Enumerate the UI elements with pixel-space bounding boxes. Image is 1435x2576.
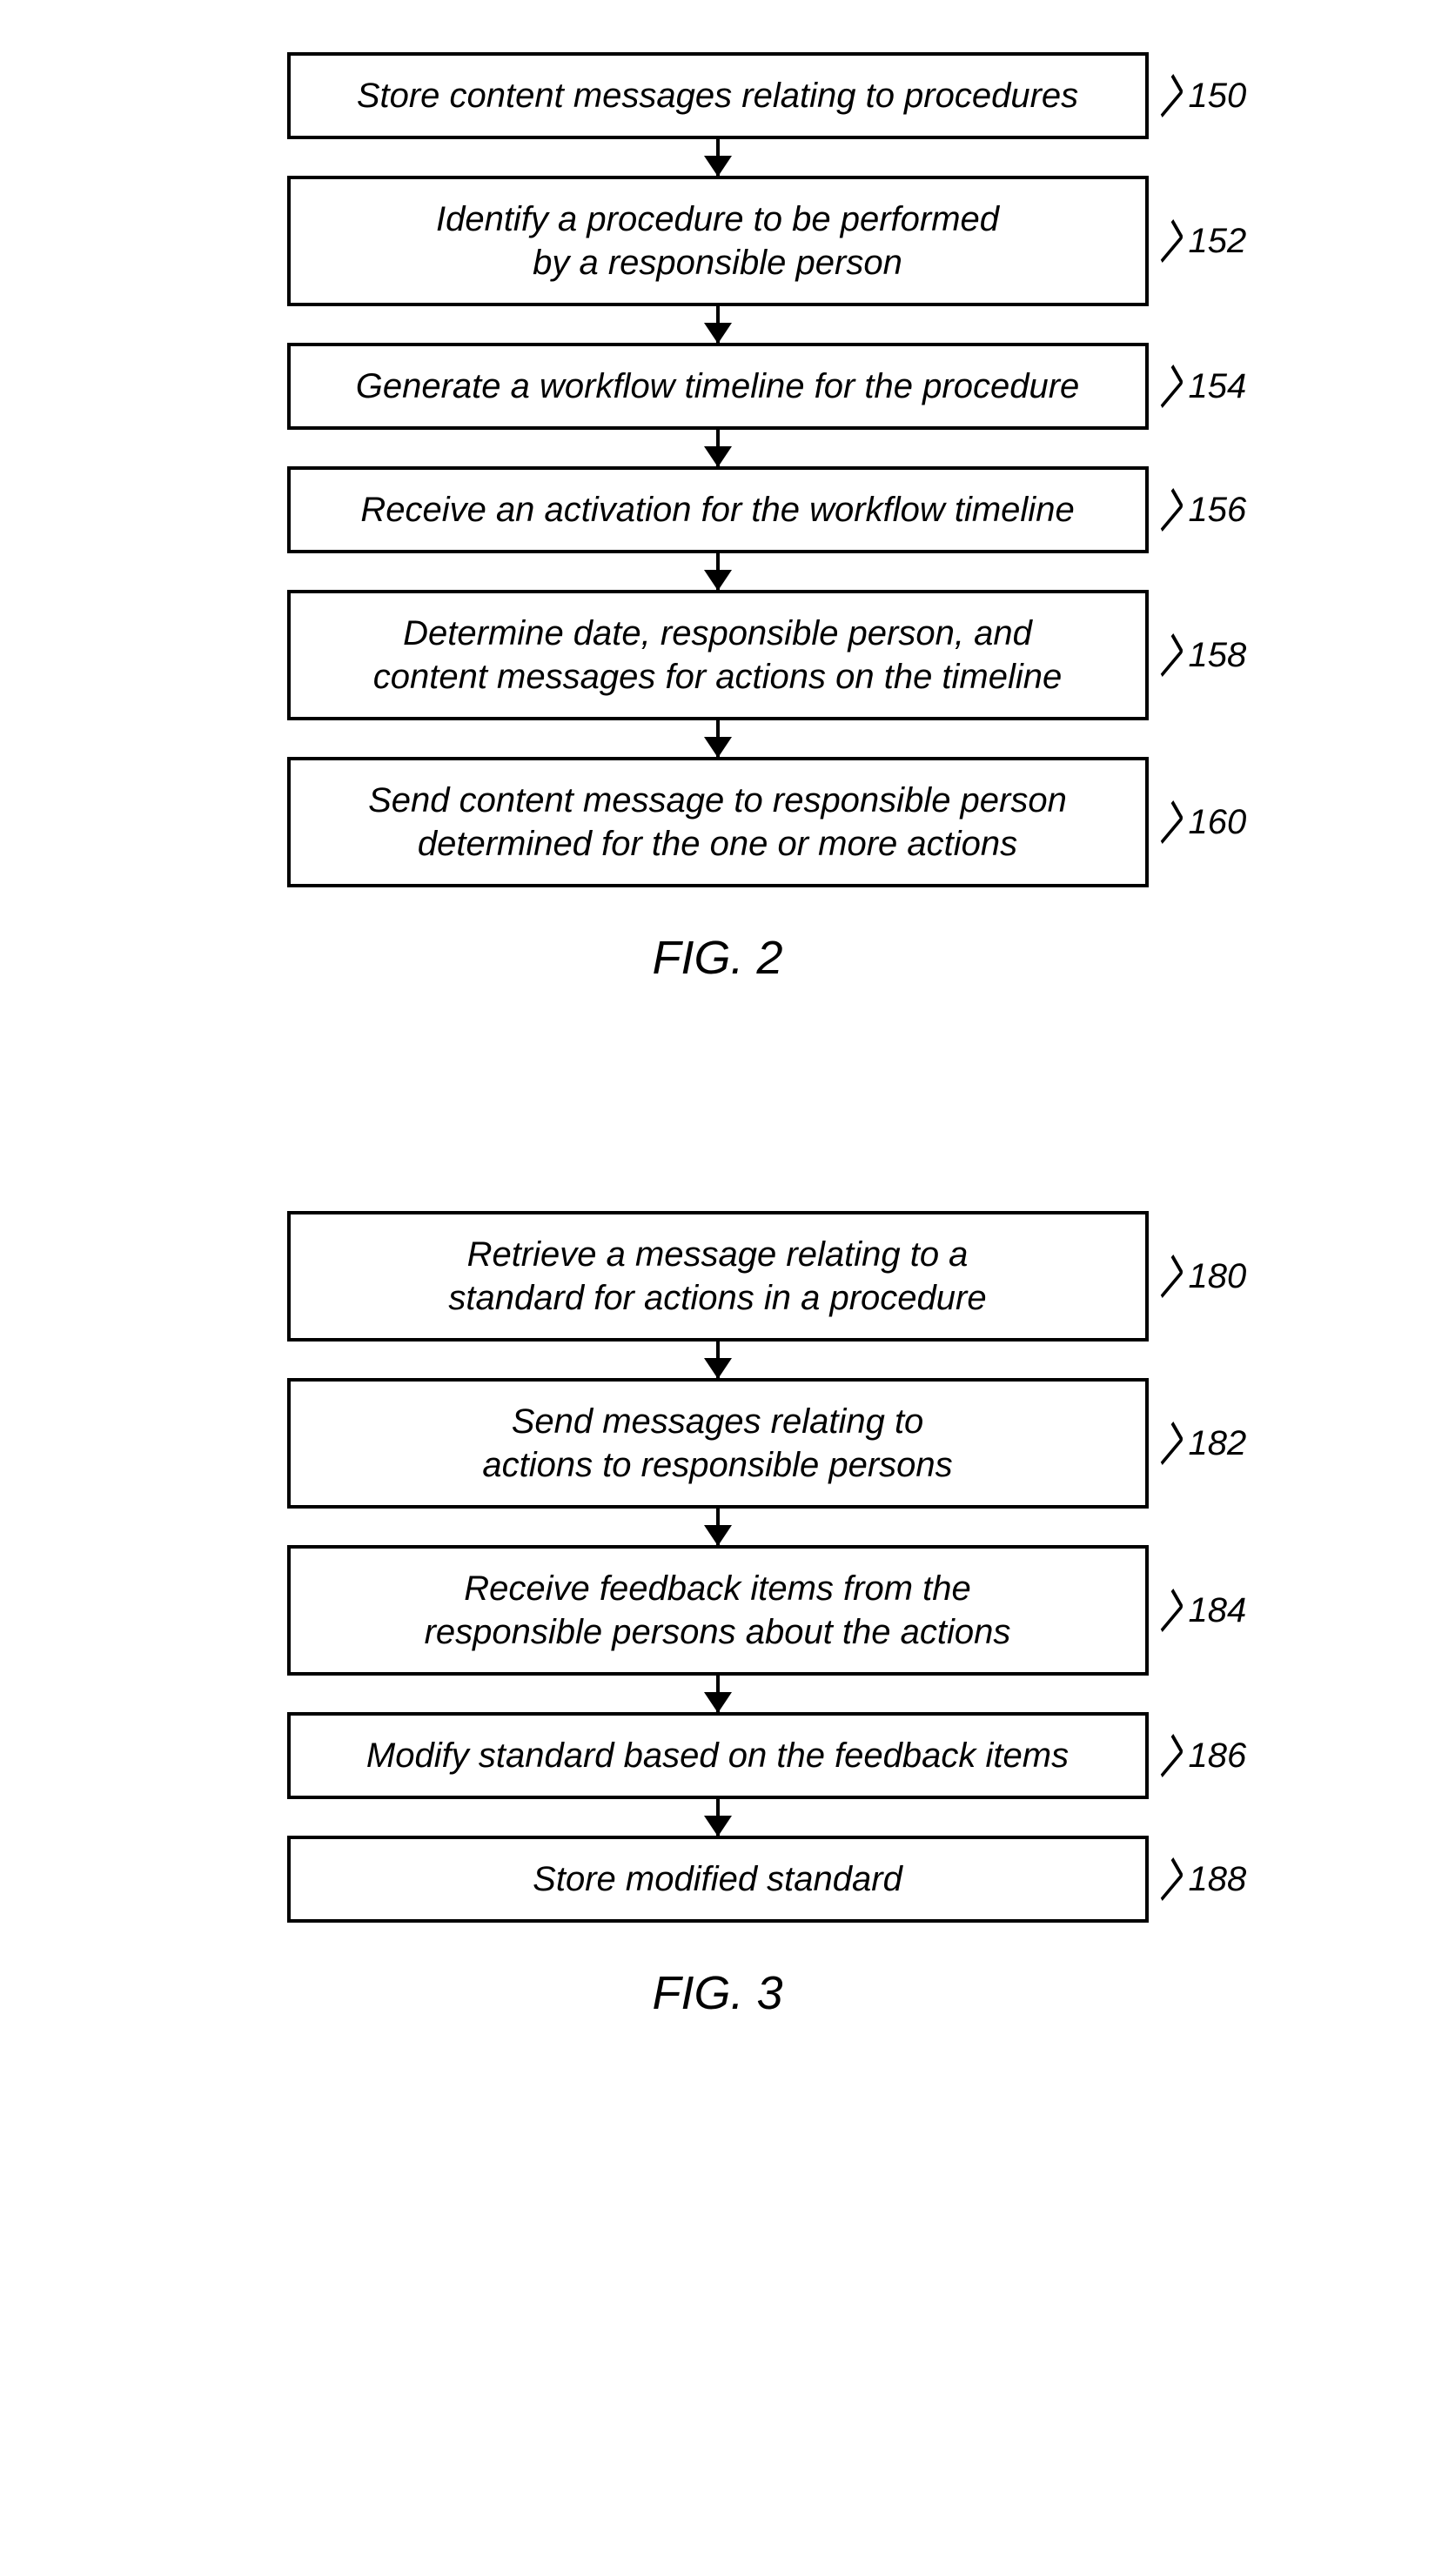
step-text-line: Store modified standard (533, 1857, 902, 1901)
step-ref-label: 158 (1157, 636, 1247, 675)
step-ref-number: 182 (1189, 1424, 1247, 1463)
step-text-line: responsible persons about the actions (425, 1610, 1011, 1654)
leader-tick-icon (1151, 1734, 1184, 1777)
flowchart-step-row: Determine date, responsible person, andc… (287, 590, 1149, 720)
step-text-line: Determine date, responsible person, and (403, 612, 1032, 655)
step-text-line: determined for the one or more actions (418, 822, 1017, 866)
flowchart-step-box: Retrieve a message relating to astandard… (287, 1211, 1149, 1342)
leader-tick-icon (1151, 488, 1184, 532)
step-ref-number: 156 (1189, 491, 1247, 530)
leader-tick-icon (1151, 1857, 1184, 1901)
step-ref-number: 158 (1189, 636, 1247, 675)
step-ref-label: 186 (1157, 1736, 1247, 1776)
step-text-line: Generate a workflow timeline for the pro… (356, 365, 1080, 408)
figure-3: Retrieve a message relating to astandard… (287, 1211, 1149, 2020)
flowchart-step-box: Generate a workflow timeline for the pro… (287, 343, 1149, 430)
figure-caption: FIG. 2 (652, 931, 782, 985)
flowchart-step-box: Store content messages relating to proce… (287, 52, 1149, 139)
step-text-line: Store content messages relating to proce… (357, 74, 1078, 117)
step-text-line: Retrieve a message relating to a (467, 1233, 969, 1276)
down-arrow-icon (716, 430, 720, 466)
down-arrow-icon (716, 553, 720, 590)
step-text-line: actions to responsible persons (482, 1443, 952, 1487)
step-ref-number: 180 (1189, 1257, 1247, 1296)
figure-caption: FIG. 3 (652, 1966, 782, 2020)
leader-tick-icon (1151, 1422, 1184, 1465)
step-ref-label: 180 (1157, 1257, 1247, 1296)
flowchart-step-row: Generate a workflow timeline for the pro… (287, 343, 1149, 430)
step-text-line: content messages for actions on the time… (373, 655, 1063, 699)
flowchart-step-box: Store modified standard (287, 1836, 1149, 1923)
flowchart-step-row: Receive an activation for the workflow t… (287, 466, 1149, 553)
leader-tick-icon (1151, 800, 1184, 844)
step-text-line: by a responsible person (533, 241, 902, 284)
step-ref-number: 150 (1189, 77, 1247, 116)
step-text-line: Send messages relating to (512, 1400, 924, 1443)
flowchart-step-box: Determine date, responsible person, andc… (287, 590, 1149, 720)
step-ref-label: 156 (1157, 491, 1247, 530)
step-ref-label: 188 (1157, 1860, 1247, 1899)
step-ref-label: 160 (1157, 803, 1247, 842)
step-ref-label: 184 (1157, 1591, 1247, 1630)
down-arrow-icon (716, 1509, 720, 1545)
leader-tick-icon (1151, 365, 1184, 408)
step-ref-number: 186 (1189, 1736, 1247, 1776)
flowchart-step-row: Modify standard based on the feedback it… (287, 1712, 1149, 1799)
step-ref-number: 154 (1189, 367, 1247, 406)
step-text-line: Send content message to responsible pers… (368, 779, 1067, 822)
step-text-line: Receive feedback items from the (464, 1567, 970, 1610)
down-arrow-icon (716, 139, 720, 176)
flowchart-step-box: Receive feedback items from theresponsib… (287, 1545, 1149, 1676)
flowchart-step-row: Store content messages relating to proce… (287, 52, 1149, 139)
down-arrow-icon (716, 306, 720, 343)
step-text-line: Modify standard based on the feedback it… (366, 1734, 1069, 1777)
figure-2: Store content messages relating to proce… (287, 52, 1149, 985)
step-ref-label: 154 (1157, 367, 1247, 406)
down-arrow-icon (716, 1342, 720, 1378)
step-ref-number: 152 (1189, 222, 1247, 261)
flowchart-step-box: Modify standard based on the feedback it… (287, 1712, 1149, 1799)
down-arrow-icon (716, 1799, 720, 1836)
flowchart-step-box: Receive an activation for the workflow t… (287, 466, 1149, 553)
step-ref-number: 160 (1189, 803, 1247, 842)
step-text-line: Receive an activation for the workflow t… (360, 488, 1074, 532)
leader-tick-icon (1151, 1255, 1184, 1298)
flowchart-step-box: Identify a procedure to be performedby a… (287, 176, 1149, 306)
flowchart-step-box: Send content message to responsible pers… (287, 757, 1149, 887)
flowchart-step-row: Send content message to responsible pers… (287, 757, 1149, 887)
flowchart-step-box: Send messages relating toactions to resp… (287, 1378, 1149, 1509)
step-text-line: Identify a procedure to be performed (436, 197, 999, 241)
flowchart-step-row: Send messages relating toactions to resp… (287, 1378, 1149, 1509)
leader-tick-icon (1151, 1589, 1184, 1632)
leader-tick-icon (1151, 74, 1184, 117)
step-ref-label: 152 (1157, 222, 1247, 261)
step-ref-label: 150 (1157, 77, 1247, 116)
step-text-line: standard for actions in a procedure (448, 1276, 986, 1320)
leader-tick-icon (1151, 219, 1184, 263)
step-ref-number: 184 (1189, 1591, 1247, 1630)
flowchart-step-row: Retrieve a message relating to astandard… (287, 1211, 1149, 1342)
down-arrow-icon (716, 720, 720, 757)
flowchart-step-row: Identify a procedure to be performedby a… (287, 176, 1149, 306)
flowchart-step-row: Receive feedback items from theresponsib… (287, 1545, 1149, 1676)
step-ref-number: 188 (1189, 1860, 1247, 1899)
flowchart-step-row: Store modified standard188 (287, 1836, 1149, 1923)
step-ref-label: 182 (1157, 1424, 1247, 1463)
leader-tick-icon (1151, 633, 1184, 677)
down-arrow-icon (716, 1676, 720, 1712)
